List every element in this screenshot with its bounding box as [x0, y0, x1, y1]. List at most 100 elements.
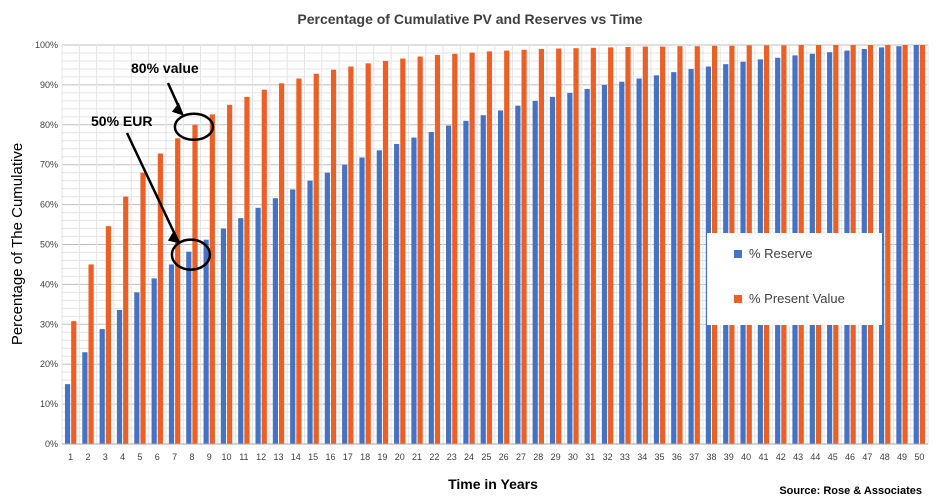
- annotations: 80% value 50% EUR: [91, 60, 215, 271]
- x-tick-label: 21: [412, 452, 422, 462]
- y-tick-label: 100%: [35, 40, 58, 50]
- bar-present-value-21: [417, 56, 423, 445]
- y-tick-label: 40%: [40, 279, 58, 289]
- bar-reserve-21: [411, 137, 417, 444]
- x-tick-label: 17: [343, 452, 353, 462]
- bar-reserve-29: [549, 96, 556, 445]
- bar-present-value-23: [452, 53, 458, 444]
- bar-present-value-20: [400, 58, 406, 444]
- x-tick-label: 48: [880, 452, 890, 462]
- x-tick-label: 11: [239, 452, 248, 462]
- y-tick-label: 50%: [40, 240, 58, 250]
- bar-reserve-30: [567, 92, 573, 444]
- legend-swatch: [734, 250, 742, 258]
- bar-present-value-4: [123, 196, 129, 444]
- x-tick-label: 14: [291, 452, 301, 462]
- x-tick-label: 46: [845, 452, 855, 462]
- bar-present-value-33: [625, 46, 631, 445]
- bar-present-value-6: [157, 153, 163, 444]
- x-tick-label: 18: [360, 452, 370, 462]
- bar-present-value-10: [227, 104, 233, 444]
- bar-reserve-12: [255, 207, 261, 444]
- x-tick-label: 34: [637, 452, 647, 462]
- bar-present-value-35: [660, 46, 666, 444]
- x-tick-label: 47: [862, 452, 872, 462]
- bar-present-value-17: [348, 66, 354, 445]
- bar-reserve-3: [99, 329, 105, 444]
- legend-swatch: [734, 295, 742, 303]
- legend-box: [707, 233, 882, 325]
- bar-present-value-7: [175, 138, 181, 444]
- bar-present-value-1: [71, 321, 77, 444]
- bar-reserve-13: [272, 198, 278, 444]
- x-tick-label: 26: [499, 452, 509, 462]
- bar-reserve-14: [290, 189, 296, 444]
- bar-reserve-19: [376, 150, 382, 444]
- bar-reserve-31: [584, 88, 590, 444]
- bar-reserve-26: [497, 110, 504, 444]
- x-tick-label: 2: [85, 452, 90, 462]
- y-tick-label: 20%: [40, 359, 58, 369]
- x-tick-label: 36: [672, 452, 682, 462]
- annotation-arrowhead: [171, 102, 184, 116]
- bar-reserve-6: [151, 278, 157, 444]
- x-tick-label: 28: [533, 452, 543, 462]
- y-tick-label: 30%: [40, 319, 58, 329]
- bar-reserve-33: [619, 81, 625, 444]
- bar-reserve-2: [82, 352, 88, 444]
- x-tick-label: 37: [689, 452, 699, 462]
- bar-present-value-25: [486, 51, 493, 444]
- bar-reserve-23: [446, 125, 452, 445]
- bar-reserve-4: [116, 309, 123, 444]
- x-tick-label: 30: [568, 452, 578, 462]
- bar-present-value-29: [556, 48, 562, 444]
- y-tick-label: 90%: [40, 80, 58, 90]
- x-tick-label: 7: [172, 452, 177, 462]
- bar-present-value-50: [919, 45, 926, 444]
- bar-present-value-16: [330, 69, 337, 444]
- source-note: Source: Rose & Associates: [779, 485, 922, 497]
- annotation-text: 50% EUR: [91, 113, 152, 129]
- bar-reserve-11: [238, 218, 244, 444]
- legend-label: % Present Value: [749, 291, 845, 306]
- x-tick-label: 40: [741, 452, 751, 462]
- y-axis-label: Percentage of The Cumulative: [9, 143, 26, 345]
- bar-present-value-31: [590, 47, 596, 444]
- annotation-text: 80% value: [131, 60, 199, 76]
- annotation-arrow: [125, 132, 180, 242]
- x-tick-label: 19: [377, 452, 387, 462]
- bar-present-value-2: [88, 264, 94, 444]
- bar-reserve-24: [463, 120, 469, 444]
- x-tick-label: 45: [828, 452, 838, 462]
- bar-present-value-18: [365, 63, 371, 444]
- x-tick-label: 24: [464, 452, 474, 462]
- x-tick-label: 42: [776, 452, 786, 462]
- bar-reserve-32: [601, 84, 608, 445]
- bar-present-value-28: [538, 48, 544, 445]
- bar-reserve-1: [64, 384, 71, 444]
- x-tick-label: 8: [189, 452, 194, 462]
- x-tick-label: 23: [447, 452, 457, 462]
- y-tick-label: 10%: [40, 399, 58, 409]
- x-tick-label: 29: [551, 452, 561, 462]
- y-tick-label: 80%: [40, 120, 58, 130]
- bar-present-value-12: [261, 89, 267, 445]
- bar-present-value-22: [434, 54, 441, 444]
- x-tick-label: 32: [603, 452, 613, 462]
- bar-present-value-27: [521, 49, 527, 445]
- bar-reserve-9: [203, 239, 209, 444]
- bar-reserve-18: [359, 157, 365, 444]
- y-tick-label: 60%: [40, 200, 58, 210]
- annotation-arrowhead: [167, 230, 181, 244]
- bar-reserve-35: [653, 75, 660, 444]
- x-tick-label: 10: [222, 452, 232, 462]
- y-tick-labels: 0% 10% 20% 30% 40% 50% 60% 70% 80% 90% 100%: [35, 40, 58, 449]
- bar-present-value-30: [573, 48, 579, 444]
- x-tick-label: 9: [207, 452, 212, 462]
- x-tick-label: 49: [897, 452, 907, 462]
- bar-present-value-48: [885, 45, 891, 444]
- bar-present-value-19: [382, 60, 389, 445]
- annotation-50-eur: 50% EUR: [91, 113, 212, 271]
- bar-present-value-49: [902, 45, 908, 444]
- chart-title: Percentage of Cumulative PV and Reserves…: [297, 11, 642, 27]
